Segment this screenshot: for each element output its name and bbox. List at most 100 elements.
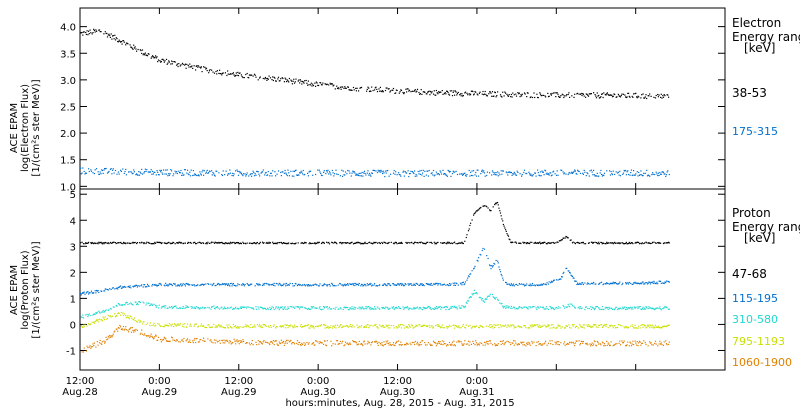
data-point [222, 342, 224, 344]
data-point [493, 262, 495, 265]
data-point [636, 306, 638, 308]
data-point [280, 284, 282, 286]
data-point [256, 344, 258, 346]
data-point [125, 286, 127, 288]
data-point [542, 306, 544, 308]
data-point [313, 242, 315, 245]
data-point [448, 308, 450, 311]
data-point [260, 325, 262, 327]
data-point [135, 284, 137, 286]
data-point [658, 343, 660, 345]
data-point [360, 343, 363, 345]
data-point [486, 298, 488, 300]
data-point [166, 324, 168, 326]
data-point [204, 326, 206, 328]
data-point [592, 326, 594, 328]
data-point [245, 324, 247, 326]
data-point [240, 306, 242, 308]
data-point [280, 342, 282, 344]
data-point [372, 308, 374, 310]
data-point [663, 173, 665, 175]
data-point [174, 61, 176, 63]
data-point [344, 344, 346, 346]
data-point [649, 307, 651, 309]
data-point [567, 343, 569, 345]
data-point [272, 170, 274, 172]
data-point [213, 323, 215, 325]
data-point [304, 173, 306, 176]
data-point [245, 73, 247, 76]
data-point [128, 285, 130, 287]
data-point [648, 306, 650, 308]
data-point [550, 324, 552, 326]
data-point [536, 308, 538, 311]
y-tick-label: 2 [70, 268, 76, 279]
data-point [285, 324, 288, 326]
data-point [495, 172, 497, 174]
data-point [90, 32, 92, 34]
data-point [595, 95, 597, 97]
data-point [84, 293, 86, 295]
data-point [279, 283, 281, 285]
data-point [643, 340, 645, 342]
data-point [115, 242, 117, 245]
data-point [394, 92, 396, 94]
data-point [474, 91, 476, 93]
data-point [418, 308, 420, 310]
data-point [133, 171, 135, 173]
data-point [187, 241, 189, 243]
data-point [225, 170, 227, 172]
data-point [137, 285, 139, 287]
data-point [91, 241, 93, 244]
data-point [83, 31, 85, 33]
data-point [177, 284, 179, 286]
data-point [360, 86, 363, 88]
data-point [283, 242, 285, 244]
data-point [195, 285, 197, 287]
data-point [415, 324, 417, 326]
data-point [347, 326, 349, 328]
data-point [220, 307, 222, 309]
data-point [429, 283, 431, 285]
data-point [352, 324, 354, 326]
data-point [578, 306, 580, 308]
data-point [384, 89, 387, 92]
data-point [634, 340, 636, 342]
data-point [195, 341, 197, 344]
data-point [265, 171, 267, 174]
data-point [240, 74, 242, 76]
data-point [106, 242, 109, 244]
data-point [462, 344, 464, 346]
data-point [492, 206, 494, 208]
data-point [394, 173, 396, 175]
data-point [539, 243, 542, 245]
data-point [138, 301, 140, 303]
data-point [659, 306, 661, 308]
data-point [292, 170, 294, 172]
data-point [273, 76, 275, 78]
data-point [129, 171, 131, 173]
data-point [175, 340, 177, 342]
data-point [540, 326, 542, 328]
data-point [152, 56, 154, 58]
data-point [359, 175, 361, 177]
data-point [312, 85, 315, 87]
data-point [647, 325, 649, 327]
data-point [593, 324, 595, 326]
data-point [275, 307, 277, 309]
data-point [393, 170, 395, 172]
data-point [185, 67, 187, 69]
data-point [454, 344, 456, 346]
data-point [353, 89, 355, 91]
data-point [438, 91, 440, 93]
data-point [502, 91, 504, 93]
data-point [122, 286, 124, 288]
data-point [267, 174, 269, 176]
data-point [261, 307, 263, 309]
data-point [638, 340, 641, 342]
data-point [555, 306, 558, 309]
data-point [627, 307, 629, 309]
data-point [281, 341, 283, 343]
data-point [301, 173, 304, 175]
data-point [213, 242, 216, 244]
